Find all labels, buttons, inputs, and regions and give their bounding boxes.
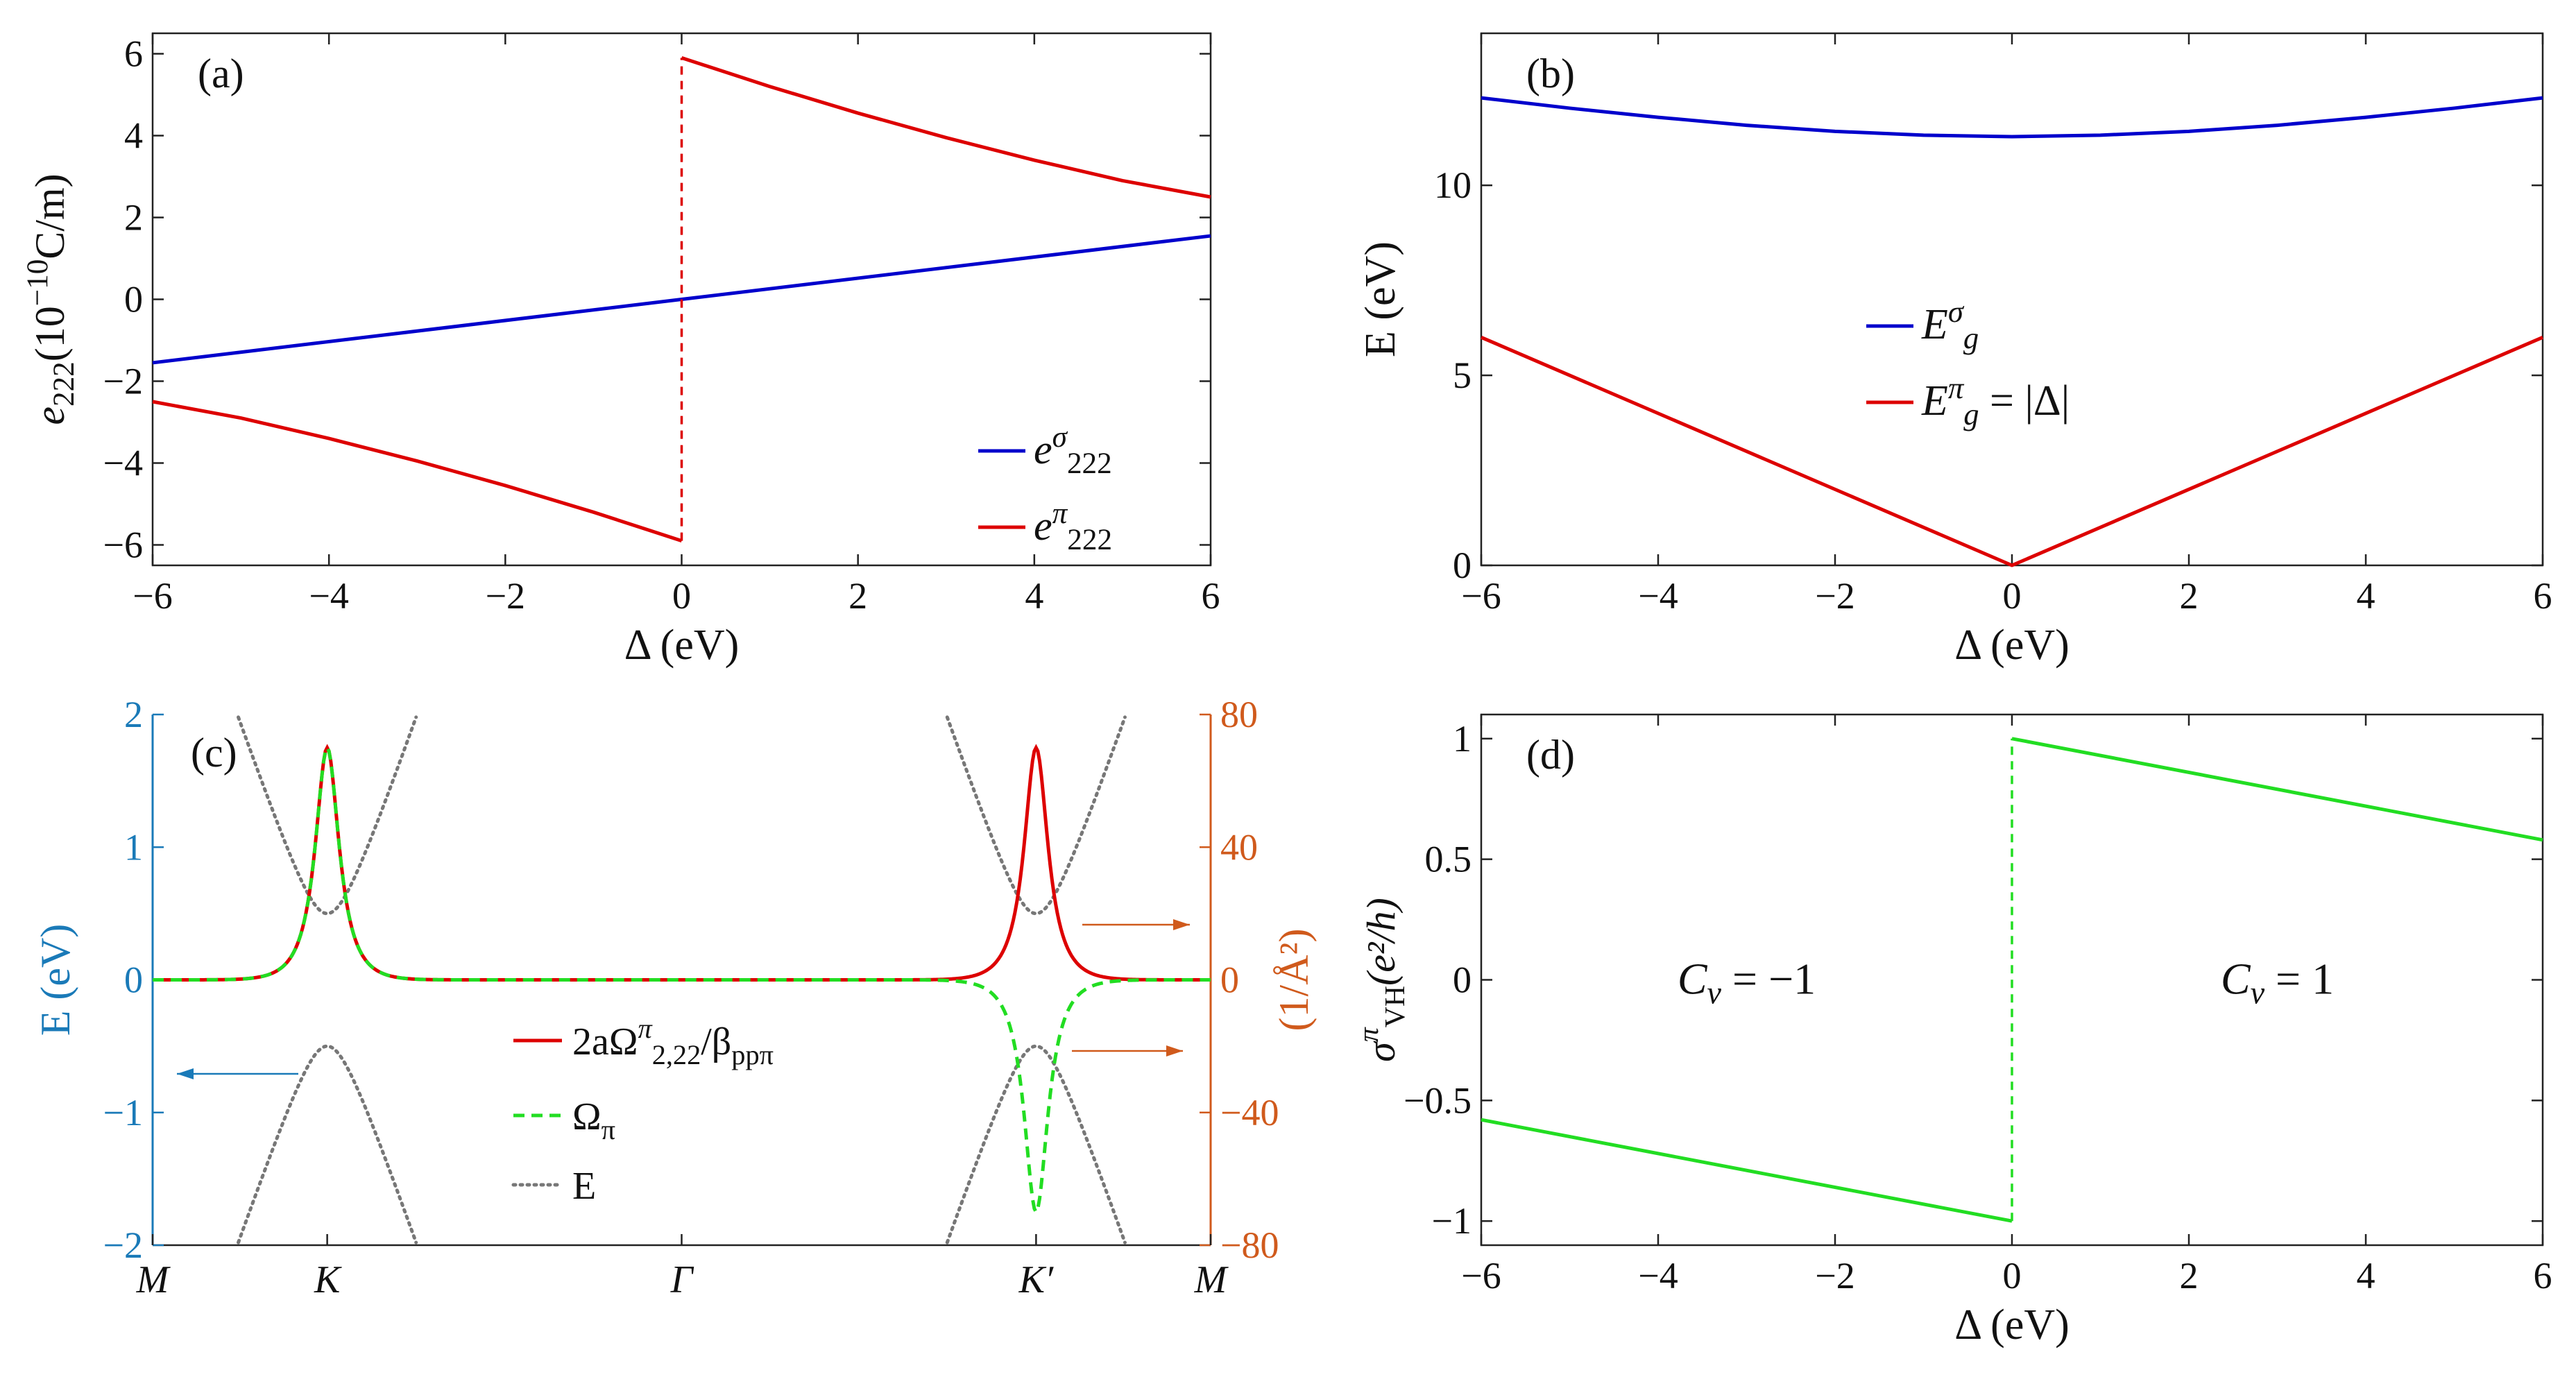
legend-label: Ωπ (572, 1095, 615, 1145)
y-tick-label-right: 0 (1220, 959, 1239, 1001)
x-tick-label: 6 (2534, 575, 2552, 617)
panel-label: (d) (1526, 732, 1575, 778)
legend-label: E (572, 1165, 596, 1208)
x-tick-label: M (1194, 1258, 1229, 1301)
x-tick-label: 4 (2357, 1255, 2375, 1297)
y-tick-label: 6 (124, 33, 143, 75)
y-tick-label: −4 (103, 443, 143, 484)
legend-label: eσ222 (1034, 421, 1112, 480)
legend-label: Eσg (1921, 294, 1979, 355)
x-tick-label: 4 (1025, 575, 1043, 617)
x-tick-label: −4 (1638, 575, 1678, 617)
x-axis-label: Δ (eV) (1954, 622, 2070, 669)
y-tick-label-left: 2 (124, 694, 143, 735)
y-tick-label-right: 40 (1220, 826, 1258, 868)
panel-label: (a) (198, 51, 244, 96)
x-tick-label: 0 (672, 575, 691, 617)
y-tick-label-left: −2 (103, 1224, 143, 1266)
series-line-b-0 (1481, 96, 2543, 139)
y-tick-label-left: 0 (124, 959, 143, 1001)
x-tick-label: 2 (2180, 575, 2199, 617)
x-tick-label: −4 (309, 575, 348, 617)
x-tick-label: −6 (1461, 1255, 1501, 1297)
y-tick-label: −6 (103, 524, 143, 566)
x-tick-label: −6 (133, 575, 172, 617)
y-axis-label-right: (1/Å²) (1271, 929, 1317, 1032)
y-tick-label-right: −80 (1220, 1224, 1279, 1266)
y-tick-label-left: −1 (103, 1092, 143, 1133)
y-axis-label-left: E (eV) (33, 924, 78, 1036)
legend-label: 2aΩπ2,22/βppπ (572, 1013, 774, 1070)
x-tick-label: K (314, 1258, 342, 1301)
x-tick-label: 0 (2003, 575, 2022, 617)
series-line-omega-pi (152, 744, 1211, 1216)
x-tick-label: 2 (848, 575, 867, 617)
x-axis-label: Δ (eV) (1954, 1301, 2070, 1349)
x-tick-label: −2 (1815, 575, 1854, 617)
y-tick-label-right: 80 (1220, 694, 1258, 735)
series-line-a-1 (152, 400, 683, 542)
panel-c: −2 −1 0 1 2 −80 −40 0 40 80 M K Γ K′ M E (eV) (1/Å²) (c) 2… (33, 694, 1317, 1301)
y-tick-label: 0.5 (1425, 839, 1472, 880)
legend-label: Eπg = |Δ| (1921, 370, 2070, 431)
y-tick-label: 0 (124, 279, 143, 320)
panel-label: (b) (1526, 51, 1575, 96)
band-line-0-down (237, 1044, 418, 1244)
axes-box (1480, 32, 2544, 567)
legend-label: eπ222 (1034, 497, 1112, 556)
x-tick-label: −4 (1638, 1255, 1678, 1297)
y-axis-label: e222(10−10C/m) (22, 173, 80, 425)
x-tick-label: 4 (2357, 575, 2375, 617)
arrow-right-upper-head (1173, 919, 1190, 930)
series-line-a-2 (681, 56, 1211, 199)
arrow-right-lower-head (1166, 1045, 1183, 1056)
x-tick-label: −2 (486, 575, 525, 617)
x-tick-label: 2 (2180, 1255, 2199, 1297)
panel-label: (c) (191, 730, 237, 776)
y-tick-label: −0.5 (1404, 1079, 1472, 1121)
y-tick-label: 0 (1453, 545, 1472, 586)
band-line-1-down (945, 1044, 1127, 1244)
x-axis-label: Δ (eV) (624, 622, 740, 669)
x-tick-label: 6 (1202, 575, 1220, 617)
x-tick-label: Γ (670, 1258, 694, 1301)
series-line-d-0 (1481, 1118, 2013, 1223)
annotation-cv: Cv = 1 (2221, 955, 2334, 1011)
y-tick-label: −1 (1432, 1200, 1472, 1242)
series-line-a-0 (152, 234, 1211, 365)
x-tick-label: −6 (1461, 575, 1501, 617)
x-tick-label: 6 (2534, 1255, 2552, 1297)
x-tick-label: −2 (1815, 1255, 1854, 1297)
y-tick-label: 5 (1453, 354, 1472, 396)
y-tick-label: 10 (1434, 164, 1472, 206)
series-line-2a-omega (152, 744, 1211, 982)
y-tick-label: −2 (103, 361, 143, 402)
panel-b: −6 −4 −2 0 2 4 6 0 5 10 (b) E (eV) Δ (eV) Eσg Eπg = |Δ… (1357, 32, 2552, 669)
arrow-left-head (177, 1068, 194, 1079)
y-tick-label: 1 (1453, 718, 1472, 760)
series-line-d-1 (2011, 737, 2543, 842)
x-tick-label: 0 (2003, 1255, 2022, 1297)
y-axis-label: E (eV) (1357, 241, 1404, 357)
annotation-cv: Cv = −1 (1678, 955, 1816, 1011)
band-line-1-up (945, 715, 1127, 916)
series-line-b-1 (1481, 335, 2543, 567)
y-tick-label: 2 (124, 197, 143, 239)
y-tick-label: 0 (1453, 959, 1472, 1001)
y-tick-label-right: −40 (1220, 1092, 1279, 1133)
panel-d: −6 −4 −2 0 2 4 6 −1 −0.5 0 0.5 1 (d) σπVH(e²/h) Δ (eV)… (1353, 713, 2552, 1349)
x-tick-label: M (136, 1258, 171, 1301)
panel-a: −6 −4 −2 0 2 4 6 −6 −4 −2 0 2 4 6 (a) e222(10−10C/m) Δ (… (22, 32, 1220, 669)
y-tick-label-left: 1 (124, 826, 143, 868)
y-tick-label: 4 (124, 115, 143, 157)
band-line-0-up (237, 715, 418, 916)
x-tick-label: K′ (1018, 1258, 1054, 1301)
y-axis-label: σπVH(e²/h) (1353, 898, 1411, 1062)
